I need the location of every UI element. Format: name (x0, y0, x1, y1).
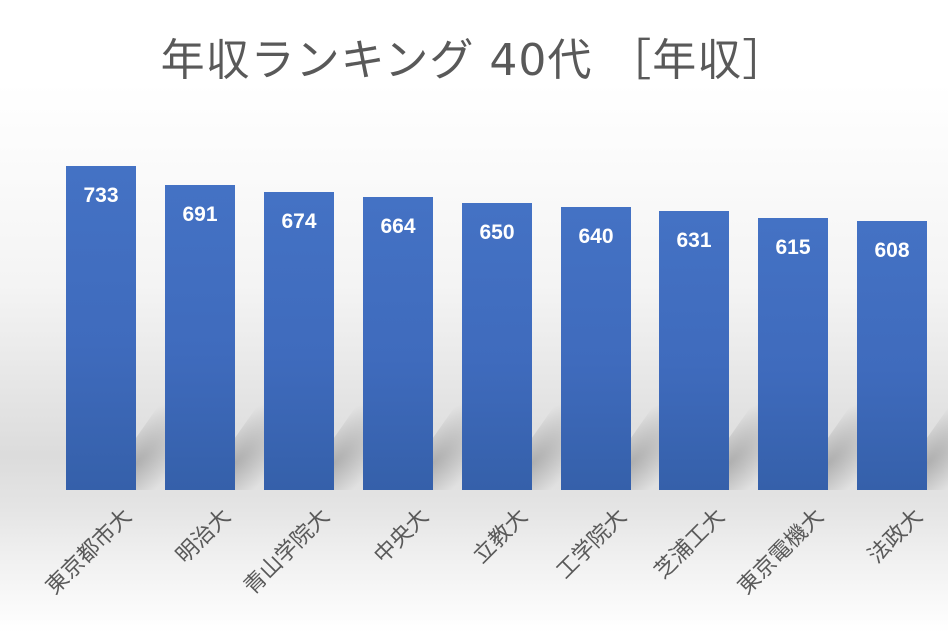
data-label: 615 (775, 236, 811, 259)
x-tick-label: 中央大 (369, 504, 434, 569)
x-tick-label: 明治大 (171, 504, 236, 569)
data-label: 631 (676, 229, 712, 252)
data-label: 733 (83, 184, 119, 207)
x-tick-label: 法政大 (863, 504, 928, 569)
bar[interactable]: 608 (857, 221, 927, 490)
bar[interactable]: 664 (363, 197, 433, 490)
data-label: 691 (182, 203, 218, 226)
x-tick-label: 東京都市大 (41, 504, 137, 600)
bar[interactable]: 640 (561, 207, 631, 490)
data-label: 674 (281, 210, 317, 233)
data-label: 664 (380, 215, 416, 238)
bar[interactable]: 733 (66, 166, 136, 490)
x-tick-label: 青山学院大 (239, 504, 335, 600)
x-tick-label: 芝浦工大 (650, 504, 730, 585)
bar[interactable]: 691 (165, 185, 235, 490)
x-tick-label: 立教大 (468, 504, 533, 569)
data-label: 608 (874, 239, 910, 262)
bar[interactable]: 615 (758, 218, 828, 490)
x-tick-label: 東京電機大 (733, 504, 829, 600)
bar[interactable]: 650 (462, 203, 532, 490)
chart-title: 年収ランキング 40代 ［年収］ (160, 35, 788, 86)
data-label: 640 (578, 225, 614, 248)
x-tick-label: 工学院大 (552, 504, 632, 585)
bar[interactable]: 631 (659, 211, 729, 490)
data-label: 650 (479, 221, 515, 244)
bar[interactable]: 674 (264, 192, 334, 490)
